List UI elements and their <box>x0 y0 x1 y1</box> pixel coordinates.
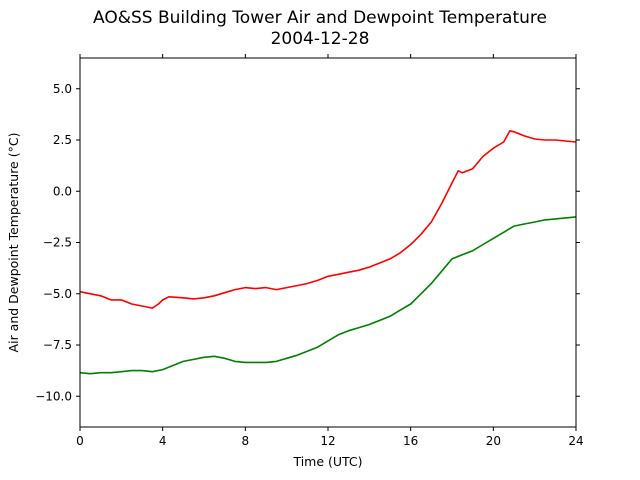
x-tick-label: 24 <box>568 434 583 448</box>
y-tick-label: −5.0 <box>43 287 72 301</box>
x-tick-label: 4 <box>159 434 167 448</box>
y-axis-label: Air and Dewpoint Temperature (°C) <box>6 133 21 353</box>
series-lines <box>79 130 577 375</box>
x-tick-label: 16 <box>403 434 418 448</box>
chart-title: AO&SS Building Tower Air and Dewpoint Te… <box>92 8 547 28</box>
y-tick-label: −2.5 <box>43 236 72 250</box>
x-tick-label: 20 <box>486 434 501 448</box>
series-line-1 <box>79 130 577 309</box>
x-tick-label: 8 <box>242 434 250 448</box>
y-tick-label: 2.5 <box>53 133 72 147</box>
series-line-2 <box>79 216 577 375</box>
y-tick-label: 5.0 <box>53 82 72 96</box>
y-tick-label: −10.0 <box>35 389 72 403</box>
y-axis: 5.0 2.5 0.0 −2.5 −5.0 −7.5 −10.0 <box>35 82 580 403</box>
x-axis-label: Time (UTC) <box>292 454 362 469</box>
x-tick-label: 0 <box>76 434 84 448</box>
x-axis: 0 4 8 12 16 20 24 <box>76 54 584 448</box>
y-tick-label: −7.5 <box>43 338 72 352</box>
x-tick-label: 12 <box>320 434 335 448</box>
chart-subtitle: 2004-12-28 <box>270 29 370 49</box>
y-tick-label: 0.0 <box>53 184 72 198</box>
